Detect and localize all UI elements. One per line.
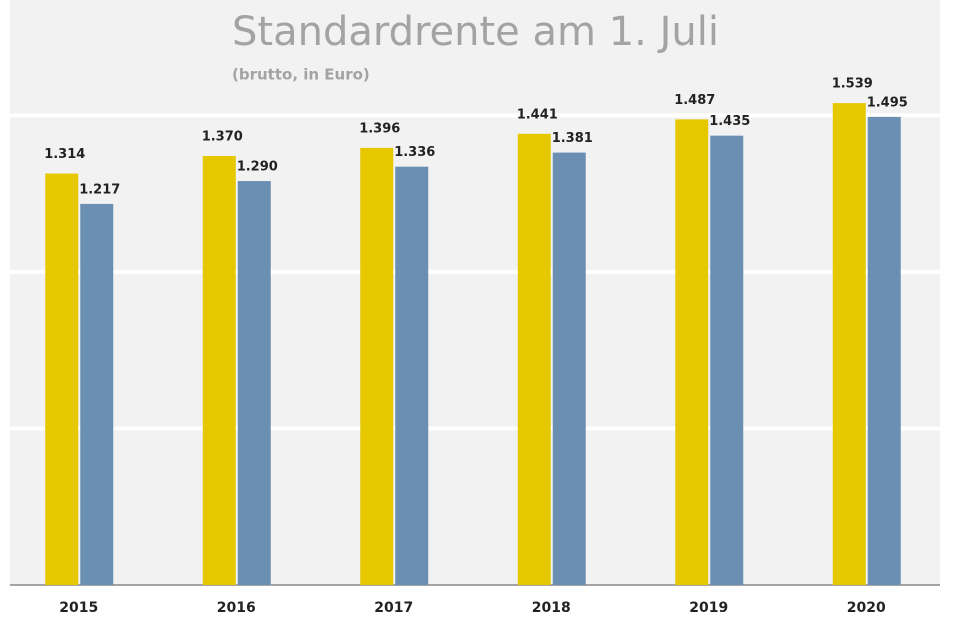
- bar: [867, 116, 901, 586]
- x-tick-label: 2018: [532, 600, 571, 616]
- x-tick-label: 2017: [374, 600, 413, 616]
- bar: [237, 181, 271, 585]
- bar: [360, 147, 394, 585]
- x-tick-label: 2019: [689, 600, 728, 616]
- bar: [45, 173, 79, 585]
- value-label: 1.441: [517, 107, 558, 122]
- chart-subtitle: (brutto, in Euro): [232, 66, 370, 84]
- x-tick-label: 2016: [217, 600, 256, 616]
- value-label: 1.314: [44, 147, 85, 162]
- value-label: 1.487: [674, 93, 715, 108]
- value-label: 1.495: [867, 95, 908, 110]
- value-label: 1.290: [237, 160, 278, 175]
- plot-background: [10, 0, 940, 585]
- value-label: 1.217: [79, 182, 120, 197]
- bar: [552, 152, 586, 585]
- value-label: 1.381: [552, 131, 593, 146]
- value-label: 1.370: [202, 130, 243, 145]
- x-tick-label: 2020: [847, 600, 886, 616]
- value-label: 1.336: [394, 145, 435, 160]
- bar: [395, 166, 429, 586]
- chart-title: Standardrente am 1. Juli: [232, 9, 719, 55]
- bar: [517, 133, 551, 586]
- bar: [80, 203, 114, 585]
- value-label: 1.396: [359, 121, 400, 136]
- bar: [675, 119, 709, 586]
- bar: [710, 135, 744, 585]
- x-tick-label: 2015: [59, 600, 98, 616]
- bar: [202, 156, 236, 586]
- value-label: 1.539: [832, 77, 873, 92]
- value-label: 1.435: [709, 114, 750, 129]
- bar: [832, 103, 866, 586]
